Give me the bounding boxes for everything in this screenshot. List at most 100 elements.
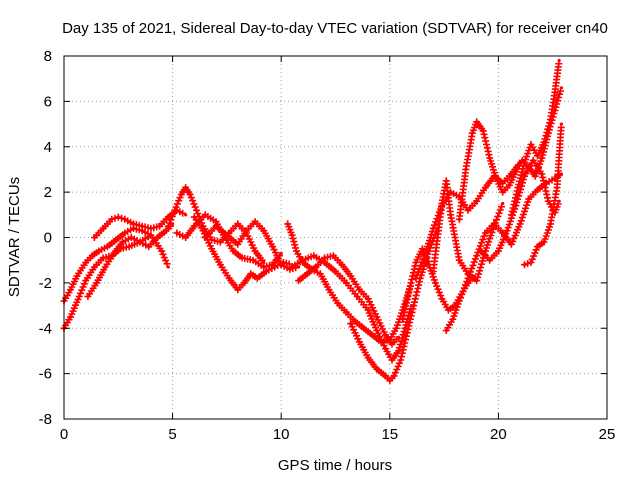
data-point	[370, 333, 374, 337]
data-point	[253, 220, 257, 224]
data-point	[392, 374, 396, 378]
data-point	[479, 249, 483, 253]
data-point	[318, 272, 322, 276]
data-point	[214, 220, 218, 224]
data-point	[494, 176, 498, 181]
data-point	[297, 279, 301, 283]
data-point	[242, 281, 246, 285]
data-point	[270, 245, 275, 249]
data-point	[340, 263, 344, 267]
data-point	[366, 297, 370, 301]
data-point	[131, 226, 136, 230]
x-tick-label: 5	[168, 426, 176, 443]
axis-ticks: 0 5 10 15 20 25 -8 -6 -4 -2 0 2 4 6 8	[39, 48, 616, 443]
data-point	[518, 222, 522, 226]
data-point	[451, 317, 455, 321]
data-point	[509, 242, 513, 246]
x-tick-label: 15	[381, 426, 398, 443]
data-point	[449, 213, 453, 217]
data-point	[555, 186, 559, 190]
data-point	[140, 229, 144, 233]
data-point	[362, 326, 366, 330]
data-point	[123, 231, 127, 235]
data-point	[279, 251, 283, 255]
x-tick-label: 25	[599, 426, 616, 443]
data-point	[431, 269, 435, 274]
data-point	[475, 279, 479, 283]
data-point	[84, 279, 88, 283]
data-point	[444, 328, 448, 333]
data-point	[488, 258, 492, 262]
data-point	[203, 213, 207, 217]
data-point	[496, 249, 500, 253]
data-point	[273, 265, 277, 269]
data-point	[203, 235, 207, 240]
data-point	[507, 183, 511, 187]
series-track-4	[84, 222, 175, 300]
data-point	[533, 174, 537, 178]
data-point	[236, 242, 240, 246]
data-point	[383, 374, 388, 378]
y-tick-label: -4	[39, 320, 52, 337]
data-point	[86, 294, 90, 299]
data-point	[194, 208, 199, 212]
data-point	[401, 317, 405, 321]
data-point	[436, 235, 440, 240]
data-point	[535, 188, 540, 192]
data-point	[290, 233, 294, 237]
data-point	[301, 258, 305, 262]
series-track-2	[60, 224, 153, 305]
data-point	[559, 86, 564, 90]
data-point	[501, 190, 505, 194]
data-point	[481, 129, 485, 133]
data-point	[366, 356, 370, 360]
data-point	[327, 288, 331, 292]
data-point	[412, 304, 416, 308]
data-point	[540, 156, 544, 160]
data-point	[101, 226, 105, 230]
data-point	[553, 90, 557, 94]
data-point	[244, 229, 248, 233]
data-point	[127, 245, 131, 249]
data-point	[95, 281, 99, 285]
x-tick-label: 0	[60, 426, 68, 443]
data-point	[405, 331, 409, 335]
data-point	[240, 256, 244, 260]
data-point	[375, 315, 379, 319]
data-point	[440, 297, 444, 301]
data-point	[414, 260, 418, 265]
data-point	[218, 263, 222, 267]
data-point	[179, 192, 183, 196]
data-point	[164, 229, 168, 233]
data-point	[68, 315, 73, 319]
data-point	[92, 235, 96, 240]
series-track-5	[164, 184, 266, 265]
data-point	[214, 224, 218, 228]
data-point	[483, 249, 487, 253]
data-point	[312, 254, 316, 258]
data-point	[366, 308, 370, 312]
data-point	[92, 265, 96, 269]
data-point	[227, 276, 231, 280]
data-point	[123, 217, 127, 221]
data-point	[149, 226, 153, 230]
series-track-12	[347, 226, 440, 384]
data-point	[423, 254, 427, 258]
series-track-8	[201, 218, 301, 273]
data-point	[344, 281, 348, 285]
data-point	[294, 249, 298, 253]
data-point	[84, 260, 88, 265]
data-point	[548, 222, 553, 226]
data-point	[131, 222, 136, 226]
data-point	[138, 240, 142, 244]
data-point	[488, 156, 492, 160]
data-point	[236, 222, 240, 226]
data-point	[433, 281, 437, 285]
data-point	[140, 224, 144, 228]
data-point	[444, 179, 448, 183]
data-point	[509, 213, 513, 217]
data-point	[349, 322, 353, 326]
data-point	[323, 256, 327, 260]
